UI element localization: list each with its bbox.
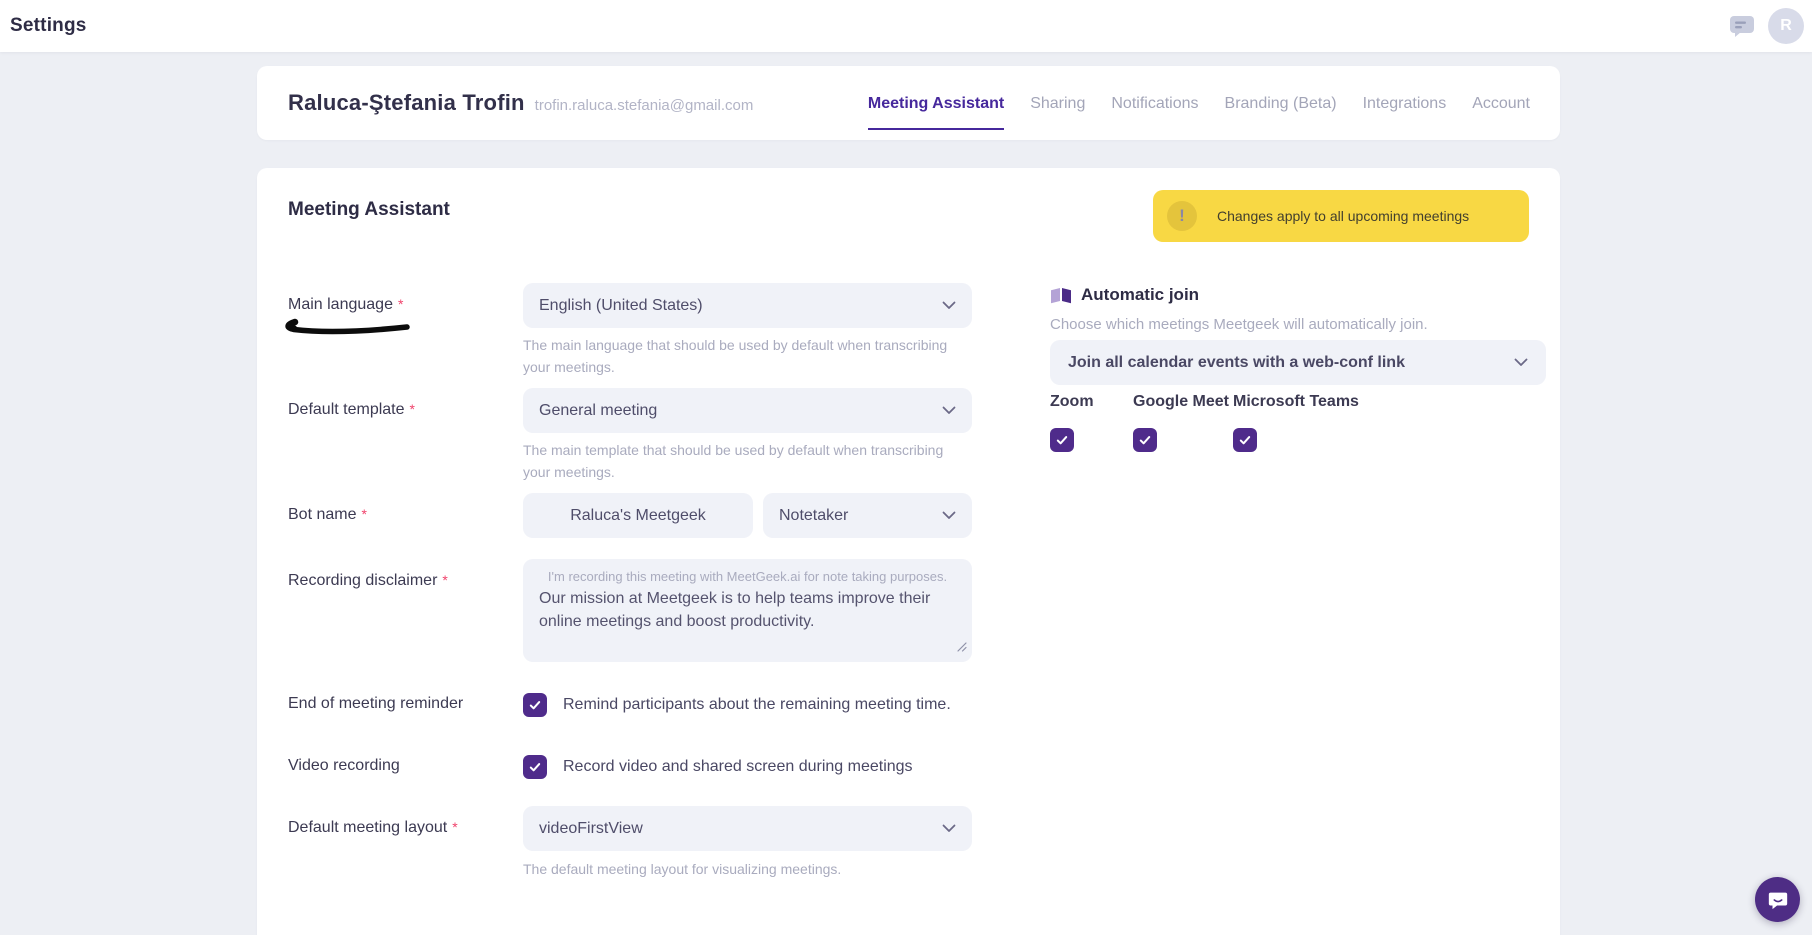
chevron-down-icon [942, 820, 956, 838]
bot-name-label: Bot name * [288, 506, 367, 523]
section-title: Meeting Assistant [288, 199, 450, 220]
platform-zoom: Zoom [1050, 393, 1094, 452]
tab-integrations[interactable]: Integrations [1362, 95, 1447, 112]
user-identity: Raluca-Ştefania Trofin trofin.raluca.ste… [288, 90, 753, 116]
platform-microsoft-teams-checkbox[interactable] [1233, 428, 1257, 452]
required-asterisk: * [397, 296, 404, 312]
required-asterisk: * [442, 572, 448, 588]
page-title: Settings [10, 15, 87, 36]
platform-google-meet-checkbox[interactable] [1133, 428, 1157, 452]
tab-account[interactable]: Account [1472, 95, 1530, 112]
chat-bubble-icon[interactable] [1728, 12, 1756, 40]
bot-type-value: Notetaker [779, 506, 849, 524]
automatic-join-title-row: Automatic join [1050, 285, 1199, 305]
automatic-join-subtitle: Choose which meetings Meetgeek will auto… [1050, 316, 1428, 333]
required-asterisk: * [409, 401, 415, 417]
bot-type-select[interactable]: Notetaker [763, 493, 972, 538]
video-recording-row: Record video and shared screen during me… [523, 755, 913, 779]
user-name: Raluca-Ştefania Trofin [288, 90, 525, 115]
disclaimer-hint-line: I'm recording this meeting with MeetGeek… [547, 569, 948, 584]
topbar-actions: R [1728, 0, 1804, 52]
platform-zoom-checkbox[interactable] [1050, 428, 1074, 452]
end-of-meeting-reminder-label: End of meeting reminder [288, 695, 464, 712]
resize-grip-icon[interactable] [957, 639, 967, 657]
chevron-down-icon [1514, 354, 1528, 372]
intercom-chat-button[interactable] [1755, 877, 1800, 922]
recording-disclaimer-label: Recording disclaimer * [288, 572, 448, 589]
platform-microsoft-teams: Microsoft Teams [1233, 393, 1359, 452]
upcoming-meetings-banner: ! Changes apply to all upcoming meetings [1153, 190, 1529, 242]
main-language-select[interactable]: English (United States) [523, 283, 972, 328]
default-template-select[interactable]: General meeting [523, 388, 972, 433]
hand-drawn-underline-annotation [285, 318, 410, 335]
bot-name-input[interactable] [523, 493, 753, 538]
book-icon [1051, 287, 1071, 303]
default-template-value: General meeting [539, 401, 658, 419]
platform-microsoft-teams-label: Microsoft Teams [1233, 393, 1359, 410]
end-of-meeting-reminder-row: Remind participants about the remaining … [523, 693, 951, 717]
default-meeting-layout-label: Default meeting layout * [288, 819, 458, 836]
top-bar: Settings R [0, 0, 1812, 52]
end-of-meeting-reminder-checkbox[interactable] [523, 693, 547, 717]
automatic-join-title: Automatic join [1081, 285, 1200, 304]
profile-header-card: Raluca-Ştefania Trofin trofin.raluca.ste… [257, 66, 1560, 140]
chevron-down-icon [942, 507, 956, 525]
end-of-meeting-reminder-text: Remind participants about the remaining … [563, 696, 951, 713]
avatar[interactable]: R [1768, 8, 1804, 44]
default-template-helper: The main template that should be used by… [523, 442, 944, 480]
exclamation-icon: ! [1167, 201, 1197, 231]
automatic-join-value: Join all calendar events with a web-conf… [1068, 353, 1405, 371]
video-recording-label: Video recording [288, 757, 400, 774]
video-recording-checkbox[interactable] [523, 755, 547, 779]
main-language-value: English (United States) [539, 296, 703, 314]
main-language-helper: The main language that should be used by… [523, 337, 948, 375]
default-meeting-layout-select[interactable]: videoFirstView [523, 806, 972, 851]
tab-sharing[interactable]: Sharing [1030, 95, 1086, 112]
disclaimer-text: Our mission at Meetgeek is to help teams… [539, 590, 931, 630]
automatic-join-select[interactable]: Join all calendar events with a web-conf… [1050, 340, 1546, 385]
recording-disclaimer-textarea[interactable]: I'm recording this meeting with MeetGeek… [523, 559, 972, 662]
tab-meeting-assistant[interactable]: Meeting Assistant [867, 81, 1005, 130]
default-meeting-layout-helper: The default meeting layout for visualizi… [523, 861, 842, 877]
tab-notifications[interactable]: Notifications [1111, 95, 1199, 112]
chat-smile-icon [1768, 892, 1787, 909]
platform-google-meet-label: Google Meet [1133, 393, 1230, 410]
avatar-initial: R [1780, 17, 1792, 34]
chevron-down-icon [942, 402, 956, 420]
default-meeting-layout-value: videoFirstView [539, 819, 643, 837]
settings-tabs: Meeting Assistant Sharing Notifications … [867, 81, 1530, 130]
required-asterisk: * [452, 819, 458, 835]
banner-text: Changes apply to all upcoming meetings [1217, 208, 1470, 224]
chevron-down-icon [942, 297, 956, 315]
tab-branding-beta[interactable]: Branding (Beta) [1224, 95, 1337, 112]
video-recording-text: Record video and shared screen during me… [563, 758, 913, 775]
default-template-label: Default template * [288, 401, 415, 418]
required-asterisk: * [361, 506, 367, 522]
user-email: trofin.raluca.stefania@gmail.com [534, 97, 754, 114]
platform-zoom-label: Zoom [1050, 393, 1094, 410]
meeting-assistant-panel: Meeting Assistant ! Changes apply to all… [257, 168, 1560, 935]
platform-google-meet: Google Meet [1133, 393, 1229, 452]
main-language-label: Main language * [288, 296, 404, 313]
